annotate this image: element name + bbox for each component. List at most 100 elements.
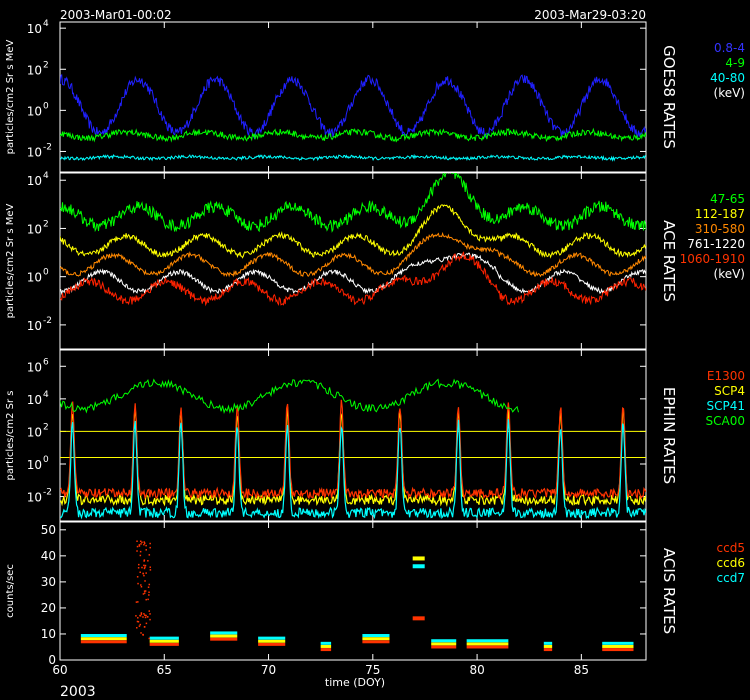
end-time-label: 2003-Mar29-03:20 [534, 8, 646, 22]
acis-burst-point [145, 544, 147, 547]
ephin-legend-item: SCP41 [706, 399, 745, 413]
acis-burst-point [136, 550, 138, 552]
acis-burst-point [143, 564, 145, 567]
acis-burst-point [140, 613, 143, 615]
acis-burst-point [137, 567, 140, 569]
acis-burst-point [148, 610, 151, 612]
ace-ytick-label: 10 [27, 222, 42, 236]
acis-ytick-label: 40 [41, 549, 56, 563]
acis-burst-point [148, 583, 151, 586]
acis-burst-point [136, 620, 139, 623]
acis-segment [210, 634, 238, 638]
acis-burst-point [148, 594, 150, 596]
ace-series-line [60, 173, 646, 233]
acis-segment [602, 644, 634, 648]
acis-burst-point [135, 601, 138, 603]
acis-burst-point [147, 598, 149, 601]
acis-segment [362, 637, 390, 641]
acis-legend-item: ccd6 [717, 556, 745, 570]
acis-burst-point [148, 637, 151, 640]
acis-burst-point [147, 560, 149, 562]
acis-burst-point [147, 586, 150, 588]
acis-burst-point [138, 545, 141, 547]
acis-burst-point [149, 618, 151, 621]
acis-burst-point [137, 582, 139, 585]
goes-ytick-exp: 2 [43, 60, 49, 70]
ephin-legend-item: SCP4 [714, 384, 745, 398]
x-tick-label: 60 [52, 663, 67, 677]
acis-y-axis-label: counts/sec [5, 564, 16, 618]
acis-segment [320, 648, 332, 652]
acis-burst-point [138, 544, 141, 546]
ace-legend-item: (keV) [714, 267, 745, 281]
acis-burst-point [146, 616, 149, 618]
goes-ytick-exp: 4 [43, 19, 49, 29]
ace-ytick-label: 10 [27, 174, 42, 188]
acis-side-title: ACIS RATES [660, 548, 678, 634]
ace-ytick-label: 10 [27, 271, 42, 285]
acis-burst-point [143, 613, 145, 615]
acis-ytick-label: 30 [41, 575, 56, 589]
goes-legend-item: 40-80 [710, 71, 745, 85]
acis-ytick-label: 50 [41, 523, 56, 537]
acis-burst-point [143, 542, 146, 544]
ephin-ytick-label: 10 [27, 458, 42, 472]
acis-segment [602, 641, 634, 645]
x-tick-label: 85 [574, 663, 589, 677]
acis-marker [412, 616, 425, 621]
ephin-sca00-line [60, 378, 519, 415]
acis-burst-point [143, 590, 146, 592]
ace-legend-item: 112-187 [695, 207, 745, 221]
acis-segment [543, 648, 553, 652]
acis-marker [412, 564, 425, 569]
acis-burst-point [145, 572, 147, 574]
acis-segment [431, 645, 457, 649]
ace-series-line [60, 231, 646, 278]
ace-side-title: ACE RATES [660, 220, 678, 302]
goes-ytick-label: 10 [27, 63, 42, 77]
acis-burst-point [144, 566, 146, 568]
ephin-series-line [60, 418, 646, 520]
acis-burst-point [136, 576, 139, 578]
acis-segment [210, 631, 238, 635]
acis-burst-point [139, 571, 141, 574]
acis-burst-point [149, 542, 151, 545]
goes-data [60, 73, 646, 162]
acis-burst-point [142, 616, 144, 618]
ephin-data [60, 378, 646, 520]
acis-burst-point [143, 560, 145, 562]
acis-burst-point [145, 598, 147, 601]
acis-burst-point [143, 541, 145, 543]
acis-segment [602, 648, 634, 652]
acis-segment [258, 636, 286, 640]
acis-burst-point [144, 616, 147, 619]
start-time-label: 2003-Mar01-00:02 [60, 8, 172, 22]
acis-segment [210, 637, 238, 641]
goes-legend-item: 4-9 [725, 56, 745, 70]
acis-burst-point [137, 620, 140, 623]
acis-segment [320, 641, 332, 645]
x-axis-label: time (DOY) [325, 676, 385, 689]
ephin-frame [59, 349, 647, 522]
ace-series-line [60, 204, 646, 259]
ephin-side-title: EPHIN RATES [660, 387, 678, 484]
goes-legend-item: (keV) [714, 86, 745, 100]
acis-segment [466, 645, 509, 649]
ephin-series-line [60, 399, 646, 501]
goes-series-line [60, 73, 646, 140]
acis-segment [80, 634, 127, 638]
x-tick-label: 75 [365, 663, 380, 677]
acis-burst-point [140, 632, 142, 634]
goes-ytick-exp: -2 [43, 142, 52, 152]
ace-ytick-label: 10 [27, 319, 42, 333]
acis-burst-point [140, 585, 143, 588]
acis-burst-point [149, 546, 151, 549]
ephin-ytick-exp: -2 [43, 488, 52, 498]
acis-burst-point [143, 543, 145, 546]
ephin-legend-item: SCA00 [706, 414, 745, 428]
goes-ytick-label: 10 [27, 104, 42, 118]
